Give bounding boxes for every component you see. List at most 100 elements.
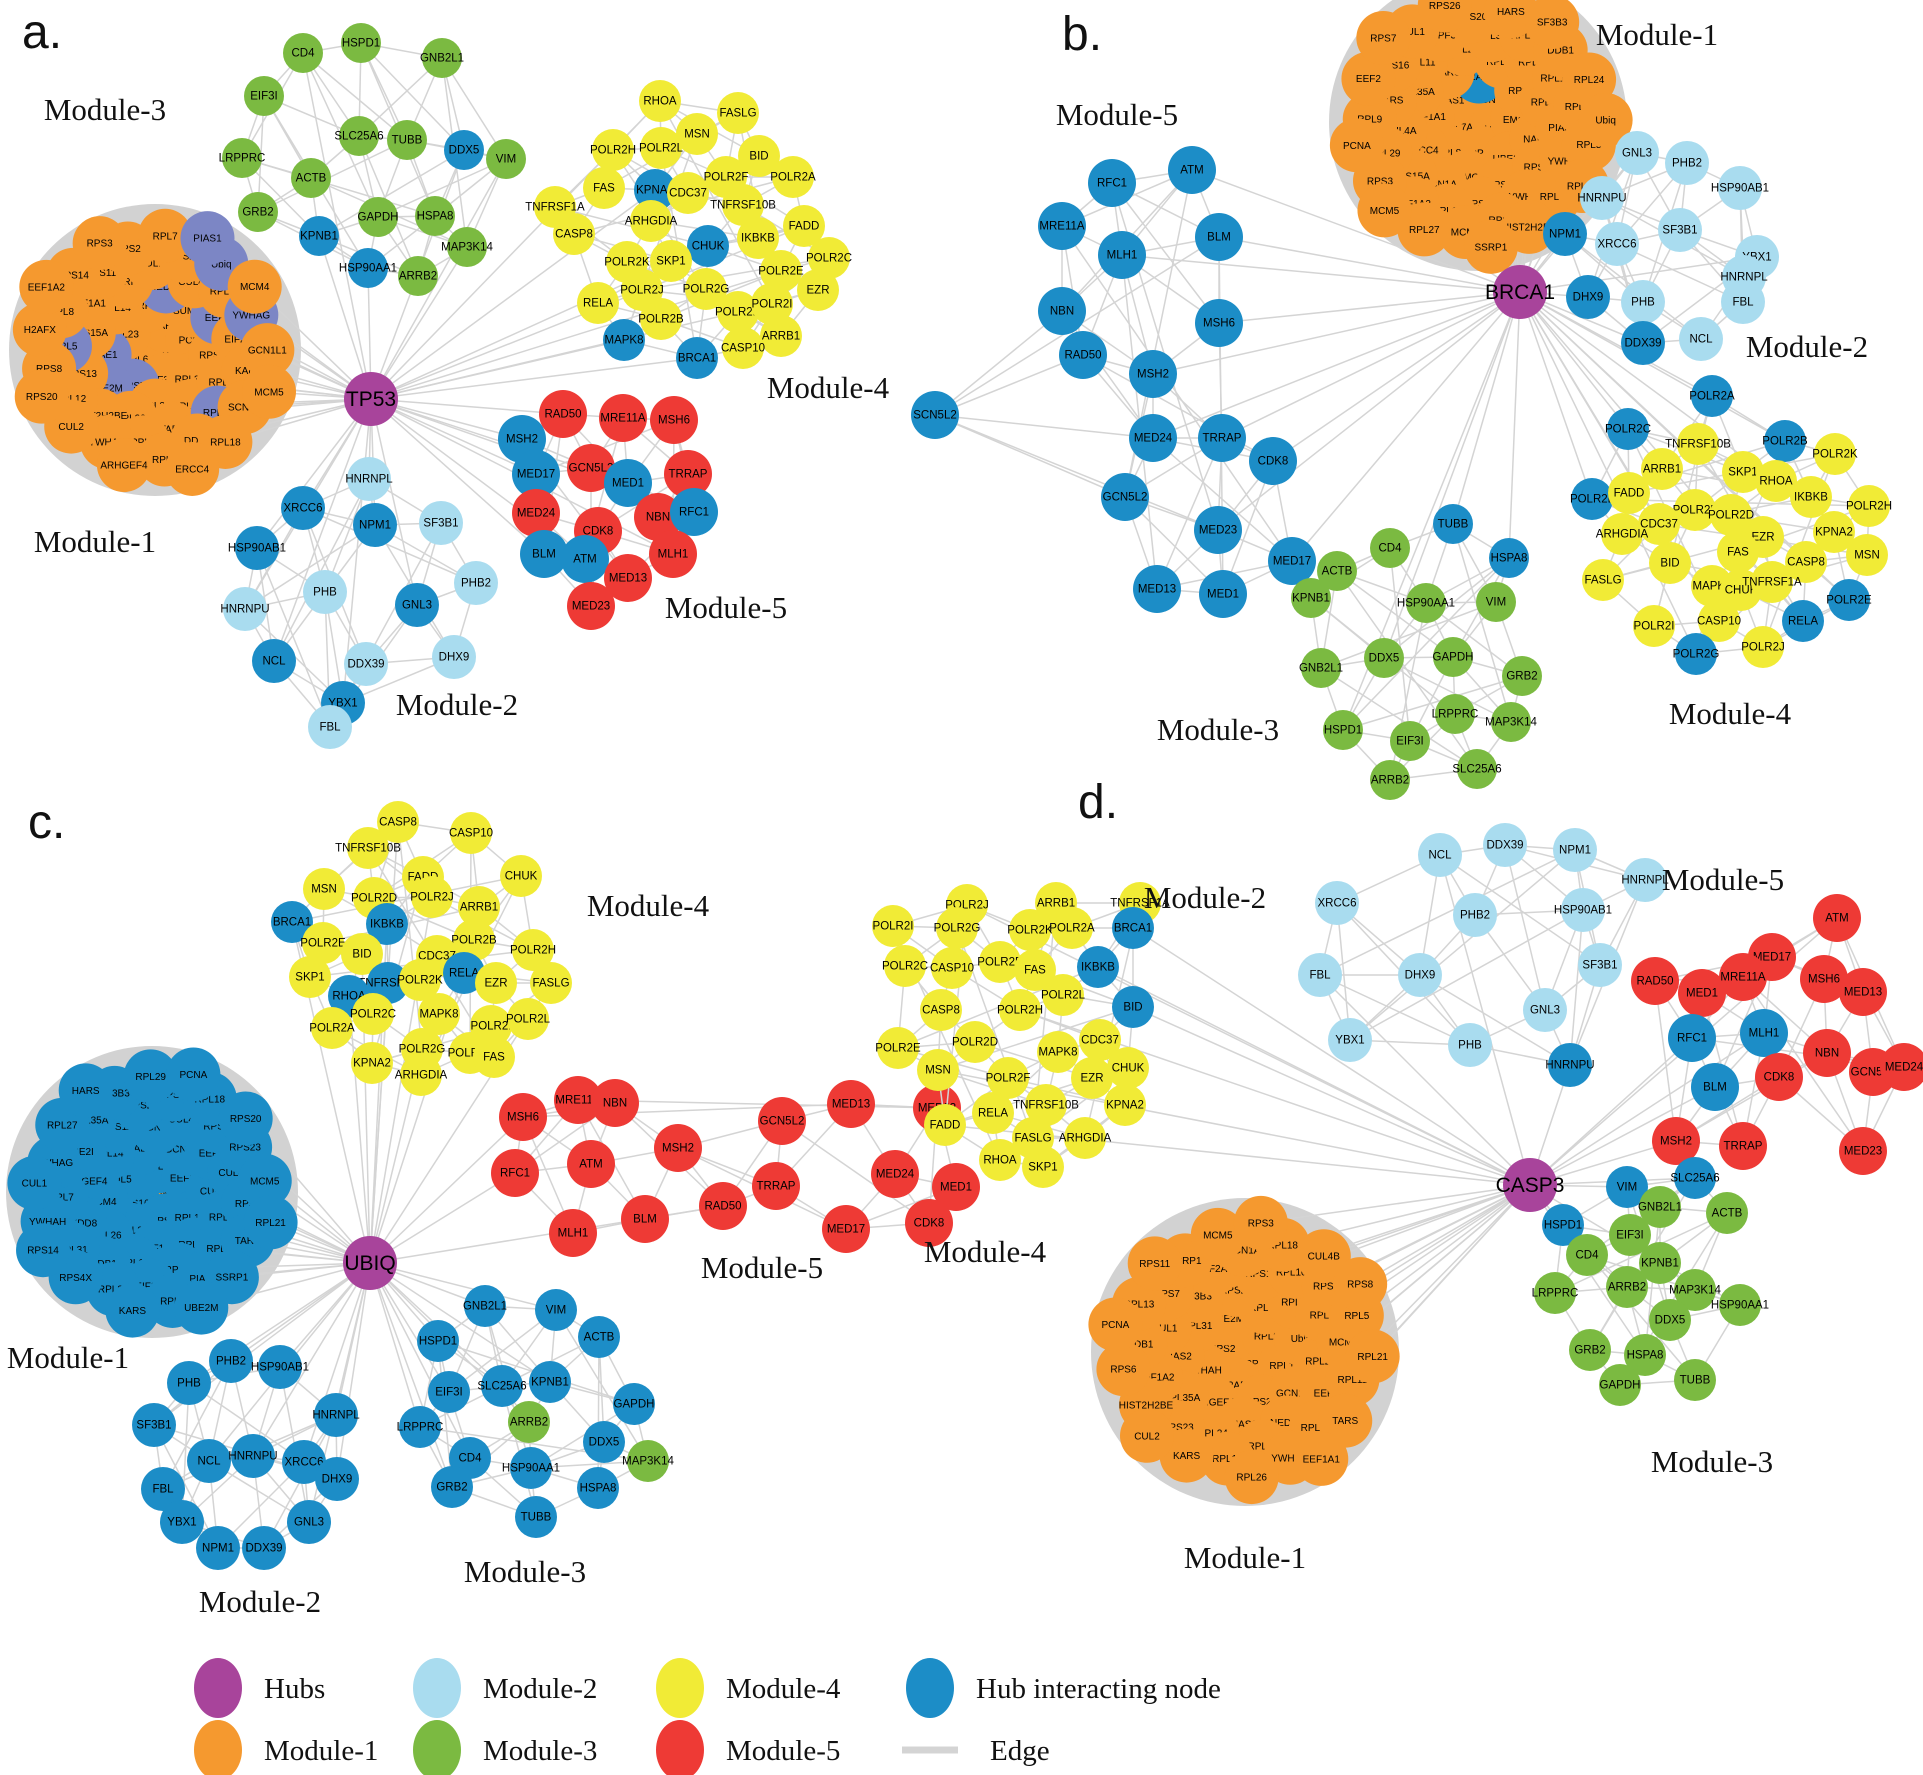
node-med1[interactable]: MED1	[604, 459, 652, 507]
node-mlh1[interactable]: MLH1	[649, 530, 697, 578]
node-gcn5l2[interactable]: GCN5L2	[567, 444, 615, 492]
node-med24[interactable]: MED24	[871, 1150, 919, 1198]
node-casp10[interactable]: CASP10	[721, 327, 765, 369]
node-msh2[interactable]: MSH2	[1129, 350, 1177, 398]
node-xrcc6[interactable]: XRCC6	[1595, 222, 1639, 266]
node-rps7[interactable]: RPS7	[1356, 10, 1411, 65]
node-arhgdia[interactable]: ARHGDIA	[1596, 513, 1649, 555]
node-circle-atm[interactable]	[1168, 146, 1216, 194]
node-circle-polr2e[interactable]	[302, 922, 344, 964]
node-cul4b[interactable]: CUL4B	[1296, 1229, 1351, 1284]
node-gapdh[interactable]: GAPDH	[1599, 1364, 1641, 1406]
node-circle-med13[interactable]	[604, 554, 652, 602]
node-circle-tubb[interactable]	[1433, 504, 1473, 544]
node-circle-hnrnpu[interactable]	[1548, 1043, 1592, 1087]
node-circle-msh2[interactable]	[1652, 1117, 1700, 1165]
node-rfc1[interactable]: RFC1	[1088, 159, 1136, 207]
node-hnrnpl[interactable]: HNRNPL	[1621, 858, 1669, 902]
node-npm1[interactable]: NPM1	[353, 503, 397, 547]
node-circle-sf3b1[interactable]	[419, 501, 463, 545]
node-polr2b[interactable]: POLR2B	[451, 919, 497, 961]
node-med13[interactable]: MED13	[1839, 968, 1887, 1016]
node-circle-cul1[interactable]	[7, 1156, 62, 1211]
node-polr2a[interactable]: POLR2A	[1049, 907, 1095, 949]
node-circle-msh6[interactable]	[499, 1093, 547, 1141]
node-grb2[interactable]: GRB2	[1502, 656, 1542, 696]
node-circle-chuk[interactable]	[500, 855, 542, 897]
node-circle-kpnb1[interactable]	[1639, 1242, 1681, 1284]
node-circle-actb[interactable]	[291, 158, 331, 198]
node-circle-mlh1[interactable]	[649, 530, 697, 578]
node-actb[interactable]: ACTB	[1706, 1192, 1748, 1234]
node-circle-tnfrsf10b[interactable]	[1025, 1084, 1067, 1126]
node-circle-hnrnpu[interactable]	[231, 1434, 275, 1478]
node-circle-fadd[interactable]	[1608, 472, 1650, 514]
node-hsp90aa1[interactable]: HSP90AA1	[1397, 583, 1455, 623]
node-gcn5l2[interactable]: GCN5L2	[1101, 473, 1149, 521]
node-bid[interactable]: BID	[1649, 542, 1691, 584]
node-msn[interactable]: MSN	[676, 113, 718, 155]
node-polr2k[interactable]: POLR2K	[397, 959, 443, 1001]
node-med17[interactable]: MED17	[1268, 537, 1316, 585]
node-circle-arrb2[interactable]	[508, 1401, 550, 1443]
node-circle-ezr[interactable]	[475, 962, 517, 1004]
node-circle-faslg[interactable]	[1582, 559, 1624, 601]
node-polr2c[interactable]: POLR2C	[1605, 408, 1651, 450]
node-npm1[interactable]: NPM1	[196, 1526, 240, 1570]
node-circle-polr2k[interactable]	[1009, 909, 1051, 951]
node-med23[interactable]: MED23	[1194, 506, 1242, 554]
node-circle-rps20[interactable]	[218, 1091, 273, 1146]
node-circle-skp1[interactable]	[289, 956, 331, 998]
node-circle-msn[interactable]	[676, 113, 718, 155]
node-circle-blm[interactable]	[1195, 213, 1243, 261]
node-circle-tnfrsf1a[interactable]	[1751, 561, 1793, 603]
node-ercc4[interactable]: ERCC4	[165, 441, 220, 496]
node-circle-tubb[interactable]	[1674, 1359, 1716, 1401]
node-circle-map3k14[interactable]	[1674, 1269, 1716, 1311]
node-msh6[interactable]: MSH6	[650, 396, 698, 444]
node-arhgdia[interactable]: ARHGDIA	[395, 1054, 448, 1096]
node-circle-mre11a[interactable]	[1038, 202, 1086, 250]
node-circle-cdc37[interactable]	[667, 172, 709, 214]
node-ikbkb[interactable]: IKBKB	[1077, 946, 1119, 988]
node-rps3[interactable]: RPS3	[72, 216, 127, 271]
node-skp1[interactable]: SKP1	[1022, 1146, 1064, 1188]
node-circle-gnl3[interactable]	[1615, 131, 1659, 175]
node-circle-med13[interactable]	[1839, 968, 1887, 1016]
node-circle-polr2k[interactable]	[399, 959, 441, 1001]
node-cd4[interactable]: CD4	[283, 33, 323, 73]
node-polr2j[interactable]: POLR2J	[410, 876, 454, 918]
node-circle-casp10[interactable]	[1698, 600, 1740, 642]
node-brca1[interactable]: BRCA1	[1112, 907, 1154, 949]
node-polr2i[interactable]: POLR2I	[1633, 605, 1675, 647]
node-circle-dhx9[interactable]	[315, 1457, 359, 1501]
node-chuk[interactable]: CHUK	[687, 225, 729, 267]
node-rps8[interactable]: RPS8	[1333, 1257, 1388, 1312]
node-med23[interactable]: MED23	[567, 582, 615, 630]
node-circle-rps11[interactable]	[1127, 1236, 1182, 1291]
node-circle-med23[interactable]	[1194, 506, 1242, 554]
node-med23[interactable]: MED23	[1839, 1127, 1887, 1175]
node-hars[interactable]: HARS	[1483, 0, 1538, 39]
node-cdc37[interactable]: CDC37	[1079, 1019, 1121, 1061]
node-circle-ube2m[interactable]	[174, 1280, 229, 1335]
node-circle-ncl[interactable]	[1679, 317, 1723, 361]
node-circle-ybx1[interactable]	[160, 1500, 204, 1544]
node-circle-eif3i[interactable]	[428, 1371, 470, 1413]
node-circle-scn5l2[interactable]	[911, 391, 959, 439]
node-circle-rps7[interactable]	[1356, 10, 1411, 65]
node-slc25a6[interactable]: SLC25A6	[477, 1365, 527, 1407]
node-kpna2[interactable]: KPNA2	[1813, 511, 1855, 553]
node-circle-mcm5[interactable]	[1357, 183, 1412, 238]
node-phb[interactable]: PHB	[303, 570, 347, 614]
node-circle-nbn[interactable]	[634, 493, 682, 541]
node-circle-lrpprc[interactable]	[1435, 694, 1475, 734]
node-hspd1[interactable]: HSPD1	[417, 1320, 459, 1362]
node-circle-polr2b[interactable]	[979, 941, 1021, 983]
node-mcm5[interactable]: MCM5	[1190, 1207, 1245, 1262]
node-bid[interactable]: BID	[341, 933, 383, 975]
node-lrpprc[interactable]: LRPPRC	[1432, 694, 1479, 734]
node-mlh1[interactable]: MLH1	[1740, 1009, 1788, 1057]
node-circle-hsp90aa1[interactable]	[1406, 583, 1446, 623]
node-circle-arhgdia[interactable]	[1064, 1117, 1106, 1159]
